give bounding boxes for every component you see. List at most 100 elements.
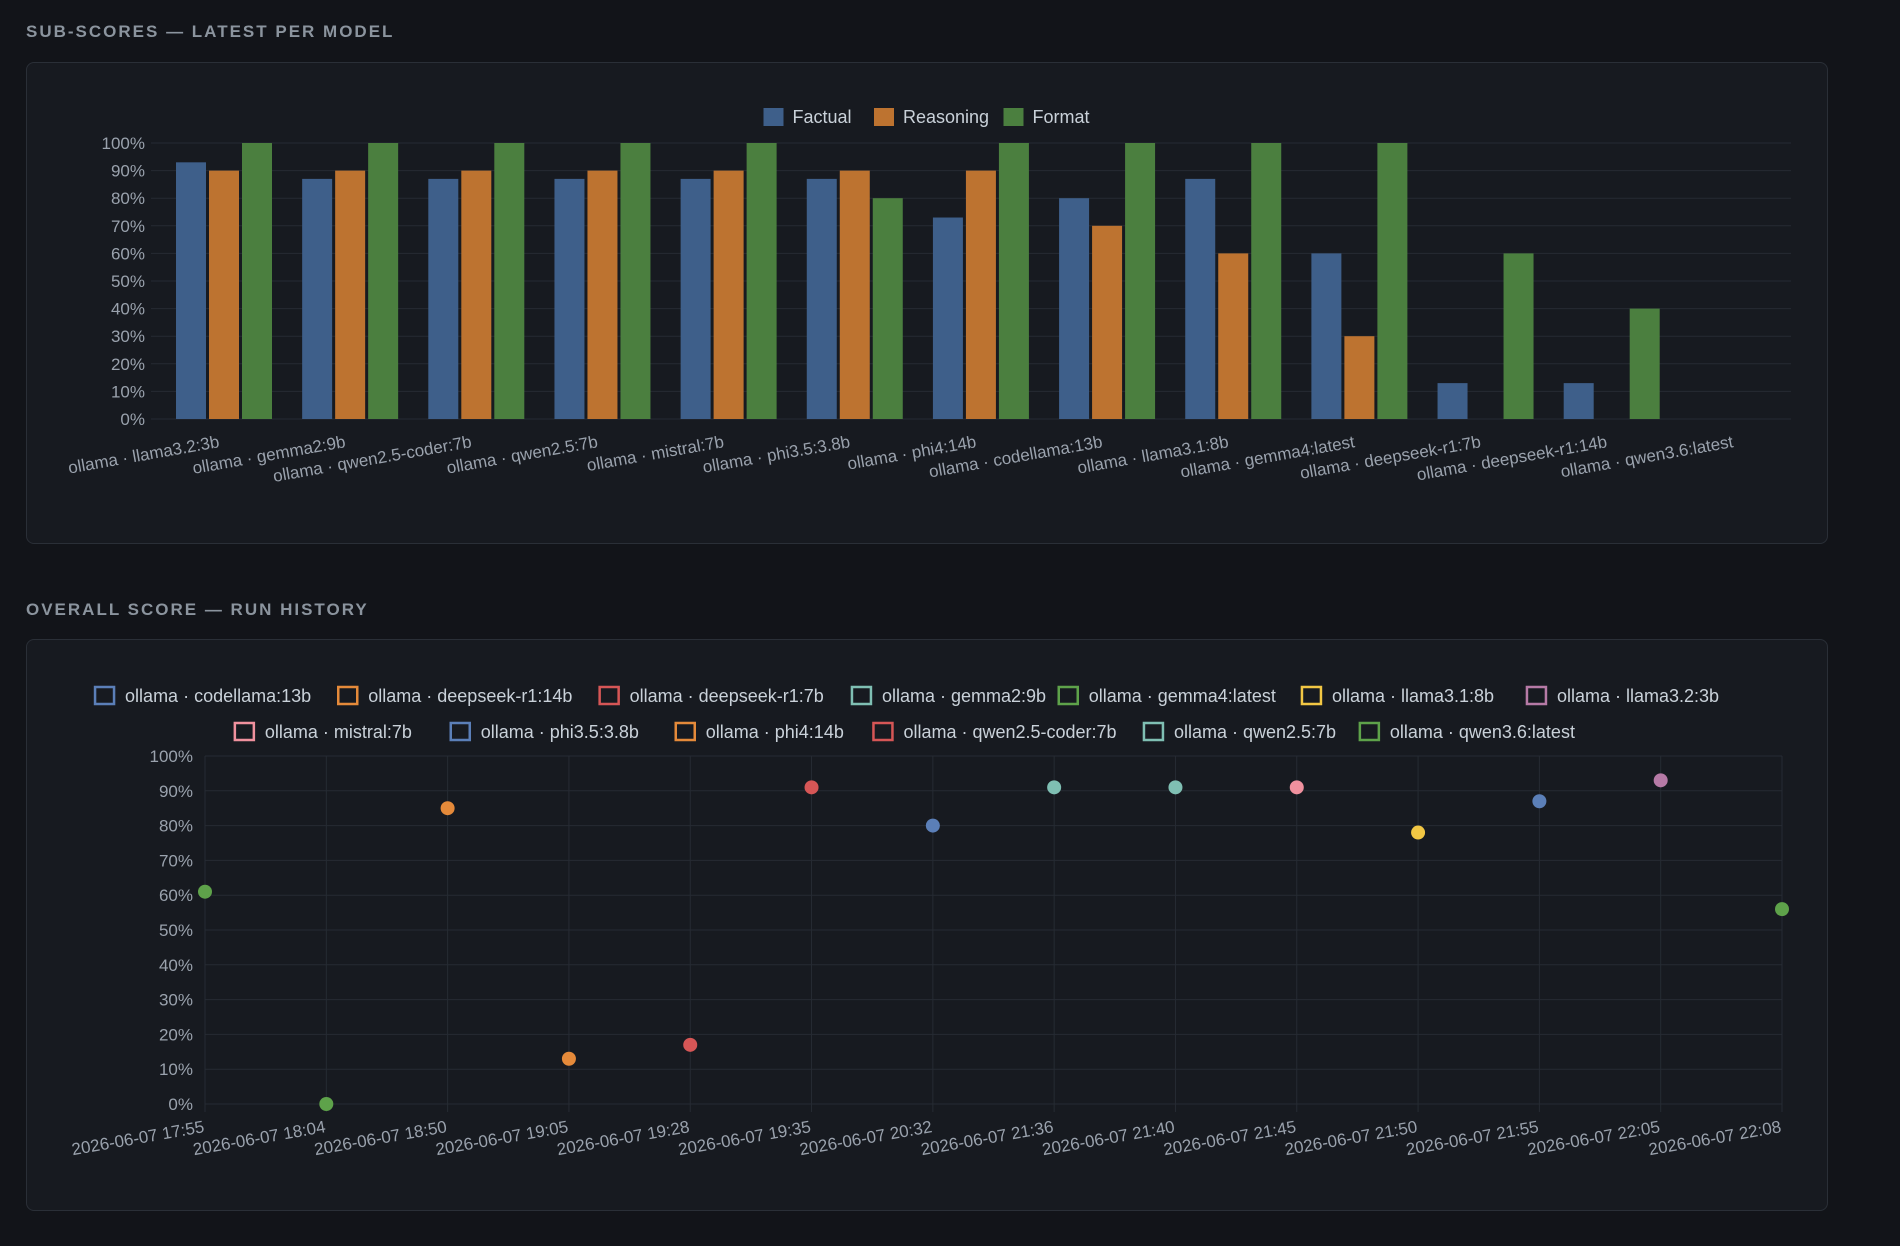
- legend-swatch: [93, 685, 116, 706]
- legend-swatch: [674, 721, 696, 742]
- y-tick-label: 80%: [111, 189, 145, 208]
- legend-swatch: [1525, 685, 1548, 706]
- legend-swatch: [449, 721, 471, 742]
- y-tick-label: 60%: [159, 886, 193, 905]
- y-tick-label: 70%: [159, 851, 193, 870]
- legend-swatch: [1358, 721, 1381, 742]
- y-tick-label: 10%: [159, 1060, 193, 1079]
- data-point: [1047, 780, 1062, 795]
- legend-swatch: [1003, 108, 1024, 126]
- bar-format: [1377, 143, 1408, 419]
- legend-label: ollama · llama3.1:8b: [1332, 686, 1494, 706]
- legend-swatch: [337, 685, 359, 706]
- bar-factual: [302, 178, 333, 419]
- legend-swatch: [763, 108, 784, 126]
- bar-format: [1125, 143, 1156, 419]
- x-tick-label: 2026-06-07 19:05: [434, 1117, 569, 1159]
- legend-swatch: [874, 108, 894, 126]
- legend-label: ollama · gemma4:latest: [1089, 686, 1276, 706]
- data-point: [1775, 902, 1789, 917]
- bar-format: [494, 143, 525, 419]
- data-point: [1532, 794, 1547, 809]
- data-point: [198, 884, 212, 899]
- y-tick-label: 90%: [111, 162, 145, 181]
- y-tick-label: 50%: [159, 921, 193, 940]
- bar-factual: [554, 178, 585, 419]
- bar-factual: [176, 162, 206, 419]
- y-tick-label: 0%: [120, 410, 145, 429]
- data-point: [1411, 825, 1426, 840]
- bar-factual: [680, 178, 711, 419]
- bar-format: [1503, 253, 1534, 419]
- legend-label: ollama · phi3.5:3.8b: [481, 722, 639, 742]
- bar-factual: [806, 178, 837, 419]
- y-tick-label: 20%: [111, 355, 145, 374]
- x-tick-label: 2026-06-07 22:08: [1647, 1117, 1782, 1159]
- y-tick-label: 60%: [111, 244, 145, 263]
- bar-format: [1629, 308, 1660, 419]
- y-tick-label: 100%: [102, 134, 145, 153]
- legend-swatch: [872, 721, 894, 742]
- legend-label: ollama · mistral:7b: [265, 722, 412, 742]
- data-point: [319, 1097, 334, 1111]
- bar-format: [872, 198, 903, 419]
- legend-label: Reasoning: [903, 107, 989, 127]
- y-tick-label: 80%: [159, 817, 193, 836]
- legend: ollama · codellama:13b ollama · deepseek-…: [93, 685, 1719, 742]
- data-point: [1289, 780, 1304, 795]
- legend-label: ollama · llama3.2:3b: [1557, 686, 1719, 706]
- y-tick-label: 50%: [111, 272, 145, 291]
- legend-swatch: [1057, 685, 1079, 706]
- legend-label: ollama · gemma2:9b: [882, 686, 1046, 706]
- legend-label: ollama · phi4:14b: [706, 722, 844, 742]
- bar-reasoning: [1218, 253, 1249, 419]
- bar-format: [1251, 143, 1282, 419]
- bar-factual: [1437, 383, 1468, 419]
- y-tick-label: 40%: [159, 956, 193, 975]
- y-tick-label: 20%: [159, 1025, 193, 1044]
- legend-label: ollama · codellama:13b: [125, 686, 311, 706]
- x-tick-label: 2026-06-07 18:04: [192, 1117, 327, 1159]
- legend-label: ollama · qwen2.5-coder:7b: [903, 722, 1116, 742]
- bar-reasoning: [335, 170, 366, 419]
- legend-label: Factual: [793, 107, 852, 127]
- subscores-chart-panel: 0% 10% 20% 30% 40% 50% 60% 70% 80% 90% 100% Factual…: [26, 62, 1828, 544]
- subscores-section-title: SUB-SCORES — LATEST PER MODEL: [26, 22, 395, 41]
- x-tick-label: 2026-06-07 22:05: [1526, 1117, 1661, 1159]
- bar-reasoning: [587, 170, 618, 419]
- bar-reasoning: [839, 170, 870, 419]
- x-tick-label: 2026-06-07 21:45: [1162, 1117, 1297, 1159]
- legend-label: ollama · deepseek-r1:14b: [368, 686, 572, 706]
- x-tick-label: 2026-06-07 18:50: [313, 1117, 448, 1159]
- legend-label: Format: [1033, 107, 1090, 127]
- bar-factual: [1311, 253, 1342, 419]
- data-point: [804, 780, 819, 795]
- bar-reasoning: [713, 170, 744, 419]
- x-tick-label: 2026-06-07 21:50: [1283, 1117, 1418, 1159]
- legend-swatch: [850, 685, 873, 706]
- x-tick-label: 2026-06-07 19:35: [677, 1117, 812, 1159]
- legend-label: ollama · qwen2.5:7b: [1174, 722, 1336, 742]
- y-tick-label: 90%: [159, 782, 193, 801]
- legend-swatch: [1300, 685, 1323, 706]
- legend-swatch: [598, 685, 620, 706]
- data-point: [440, 801, 455, 816]
- bar-format: [368, 143, 399, 419]
- y-tick-label: 70%: [111, 217, 145, 236]
- y-tick-label: 40%: [111, 300, 145, 319]
- y-tick-label: 30%: [159, 991, 193, 1010]
- legend-label: ollama · deepseek-r1:7b: [630, 686, 824, 706]
- legend-label: ollama · qwen3.6:latest: [1390, 722, 1575, 742]
- run-history-scatter-chart: 0% 10% 20% 30% 40% 50% 60% 70% 80% 90% 100% 2026-06…: [70, 685, 1789, 1159]
- bar-format: [620, 143, 651, 419]
- x-tick-label: 2026-06-07 21:36: [919, 1117, 1054, 1159]
- y-tick-label: 10%: [111, 382, 145, 401]
- history-section-title: OVERALL SCORE — RUN HISTORY: [26, 600, 369, 619]
- x-tick-label: 2026-06-07 20:32: [798, 1117, 933, 1159]
- bar-reasoning: [1344, 336, 1375, 419]
- bar-factual: [932, 217, 963, 419]
- bar-factual: [1185, 178, 1216, 419]
- legend-swatch: [1142, 721, 1165, 742]
- subscores-bar-chart: 0% 10% 20% 30% 40% 50% 60% 70% 80% 90% 100% Factual…: [67, 107, 1791, 486]
- y-tick-label: 30%: [111, 327, 145, 346]
